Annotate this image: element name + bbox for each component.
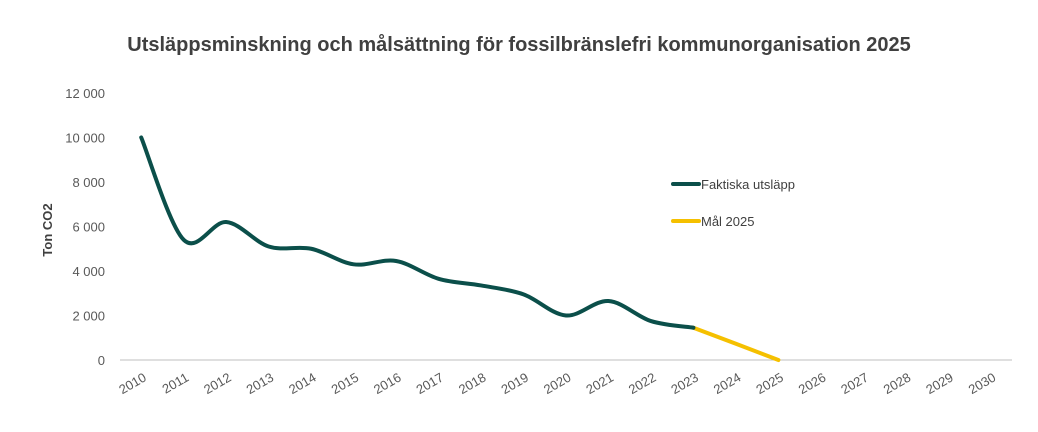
- x-tick-label: 2011: [159, 370, 191, 397]
- y-tick-label: 12 000: [65, 86, 105, 101]
- x-tick-label: 2010: [116, 370, 149, 397]
- legend-label: Mål 2025: [701, 214, 754, 229]
- x-tick-label: 2023: [668, 370, 701, 397]
- x-tick-label: 2021: [583, 370, 616, 397]
- x-tick-label: 2028: [881, 370, 914, 397]
- x-tick-label: 2019: [498, 370, 531, 397]
- chart-title: Utsläppsminskning och målsättning för fo…: [127, 34, 911, 56]
- x-tick-label: 2026: [796, 370, 829, 397]
- y-axis-ticks: 0 2 000 4 000 6 000 8 000 10 000 12 000: [65, 86, 105, 368]
- y-tick-label: 4 000: [72, 264, 105, 279]
- x-tick-label: 2015: [329, 370, 362, 397]
- x-tick-label: 2027: [838, 370, 871, 397]
- y-tick-label: 8 000: [72, 175, 105, 190]
- x-axis-ticks: 2010 2011 2012 2013 2014 2015 2016 2017 2018 2019…: [116, 370, 998, 397]
- x-tick-label: 2025: [753, 370, 786, 397]
- legend: Faktiska utsläpp Mål 2025: [671, 177, 795, 229]
- y-tick-label: 6 000: [72, 220, 105, 235]
- x-tick-label: 2013: [244, 370, 277, 397]
- x-tick-label: 2030: [966, 370, 999, 397]
- y-axis-label: Ton CO2: [40, 203, 55, 256]
- y-tick-label: 0: [98, 353, 105, 368]
- x-tick-label: 2014: [286, 370, 319, 397]
- series-line-actual: [139, 135, 696, 330]
- x-tick-label: 2020: [541, 370, 574, 397]
- y-tick-label: 2 000: [72, 309, 105, 324]
- x-tick-label: 2017: [414, 370, 447, 397]
- x-tick-label: 2022: [626, 370, 659, 397]
- x-tick-label: 2016: [371, 370, 404, 397]
- x-tick-label: 2018: [456, 370, 489, 397]
- x-tick-label: 2029: [923, 370, 956, 397]
- y-tick-label: 10 000: [65, 131, 105, 146]
- x-tick-label: 2024: [711, 370, 744, 397]
- series-line-target: [691, 325, 781, 362]
- x-tick-label: 2012: [201, 370, 234, 397]
- legend-label: Faktiska utsläpp: [701, 177, 795, 192]
- series-layer: [139, 135, 781, 362]
